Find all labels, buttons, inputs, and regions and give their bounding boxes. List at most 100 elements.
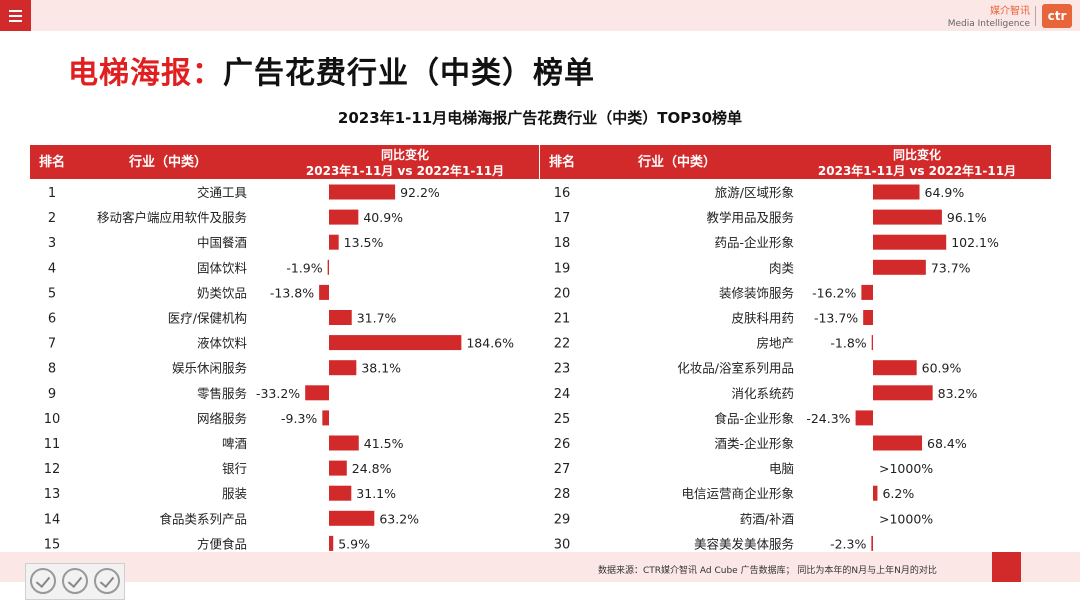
row-rank: 23	[554, 362, 571, 377]
row-industry: 装修装饰服务	[719, 285, 794, 300]
row-industry: 服装	[222, 486, 247, 501]
bar	[329, 360, 357, 376]
top-bar	[0, 0, 1080, 31]
header-change-left-line1: 同比变化	[381, 147, 429, 162]
data-label: 40.9%	[363, 210, 403, 225]
row-rank: 16	[554, 186, 571, 201]
row-rank: 7	[48, 337, 56, 352]
data-label: -13.8%	[270, 285, 314, 300]
row-rank: 11	[44, 437, 61, 452]
row-rank: 19	[554, 261, 571, 276]
row-rank: 1	[48, 186, 56, 201]
row-rank: 3	[48, 236, 56, 251]
page-title-rest: 广告花费行业（中类）榜单	[223, 56, 595, 91]
row-industry: 食品类系列产品	[159, 511, 247, 526]
row-rank: 21	[554, 312, 571, 327]
data-source-note: 数据来源：CTR媒介智讯 Ad Cube 广告数据库； 同比为本年的N月与上年N…	[598, 566, 937, 576]
data-label: >1000%	[879, 511, 933, 526]
row-industry: 啤酒	[222, 436, 247, 451]
row-industry: 房地产	[756, 336, 794, 351]
bar	[329, 234, 339, 250]
data-label: -9.3%	[281, 411, 317, 426]
header-change-right-line1: 同比变化	[893, 147, 941, 162]
data-label: 73.7%	[931, 260, 971, 275]
data-label: 63.2%	[379, 511, 419, 526]
row-rank: 4	[48, 261, 56, 276]
data-label: 24.8%	[352, 461, 392, 476]
brand-divider	[1035, 6, 1036, 26]
data-label: 96.1%	[947, 210, 987, 225]
menu-icon[interactable]	[0, 0, 31, 31]
bar	[873, 234, 947, 250]
chart-subtitle: 2023年1-11月电梯海报广告花费行业（中类）TOP30榜单	[337, 109, 743, 127]
data-label: 83.2%	[938, 386, 978, 401]
row-rank: 8	[48, 362, 56, 377]
brand-name-en: Media Intelligence	[947, 19, 1030, 29]
data-label: 31.7%	[357, 311, 397, 326]
bar	[329, 209, 359, 225]
row-industry: 方便食品	[197, 536, 247, 551]
bar	[871, 335, 873, 351]
row-rank: 10	[44, 412, 61, 427]
row-rank: 29	[554, 512, 571, 527]
row-rank: 5	[48, 286, 56, 301]
brand-name-cn: 媒介智讯	[990, 6, 1030, 17]
certification-seal-icon	[94, 568, 120, 594]
row-rank: 20	[554, 286, 571, 301]
data-label: 60.9%	[922, 361, 962, 376]
footer-accent-block	[992, 552, 1021, 582]
data-label: -16.2%	[812, 285, 856, 300]
bar	[873, 184, 920, 200]
bar	[873, 385, 933, 401]
bar	[861, 284, 873, 300]
data-label: 68.4%	[927, 436, 967, 451]
data-label: -1.9%	[286, 260, 322, 275]
bar	[329, 435, 359, 451]
row-industry: 中国餐酒	[197, 235, 247, 250]
row-rank: 9	[48, 387, 56, 402]
data-label: 64.9%	[925, 185, 965, 200]
header-industry-left: 行业（中类）	[128, 154, 207, 170]
bar	[329, 510, 375, 526]
data-label: -13.7%	[814, 311, 858, 326]
row-industry: 电脑	[769, 461, 794, 476]
row-industry: 肉类	[769, 260, 795, 275]
row-rank: 30	[554, 537, 571, 552]
bar	[873, 485, 878, 501]
data-label: -1.8%	[830, 336, 866, 351]
bar	[322, 410, 329, 426]
row-rank: 24	[554, 387, 571, 402]
header-bg-right	[540, 145, 1051, 179]
brand-text: 媒介智讯 Media Intelligence	[948, 6, 1030, 30]
header-change-left-line2: 2023年1-11月 vs 2022年1-11月	[306, 163, 504, 178]
header-change-right-line2: 2023年1-11月 vs 2022年1-11月	[818, 163, 1016, 178]
ctr-logo: ctr	[1042, 4, 1072, 28]
bar	[305, 385, 329, 401]
row-industry: 食品-企业形象	[714, 411, 794, 426]
bar	[873, 360, 917, 376]
data-label: 102.1%	[951, 235, 999, 250]
row-industry: 液体饮料	[197, 336, 248, 351]
row-industry: 电信运营商企业形象	[681, 486, 794, 501]
row-industry: 奶类饮品	[197, 285, 247, 300]
row-industry: 酒类-企业形象	[714, 436, 794, 451]
data-label: 41.5%	[364, 436, 404, 451]
header-rank-right: 排名	[549, 154, 575, 170]
data-label: 92.2%	[400, 185, 440, 200]
data-label: 5.9%	[338, 536, 370, 551]
row-rank: 28	[554, 487, 571, 502]
bar	[329, 485, 352, 501]
row-rank: 26	[554, 437, 571, 452]
row-rank: 27	[554, 462, 571, 477]
data-label: 6.2%	[882, 486, 914, 501]
data-label: -2.3%	[830, 536, 866, 551]
row-industry: 固体饮料	[197, 260, 248, 275]
row-rank: 6	[48, 312, 56, 327]
row-rank: 13	[44, 487, 61, 502]
row-industry: 移动客户端应用软件及服务	[97, 210, 247, 225]
row-industry: 美容美发美体服务	[694, 536, 794, 551]
row-industry: 药品-企业形象	[714, 235, 794, 250]
bar	[329, 335, 462, 351]
bar	[327, 259, 329, 275]
